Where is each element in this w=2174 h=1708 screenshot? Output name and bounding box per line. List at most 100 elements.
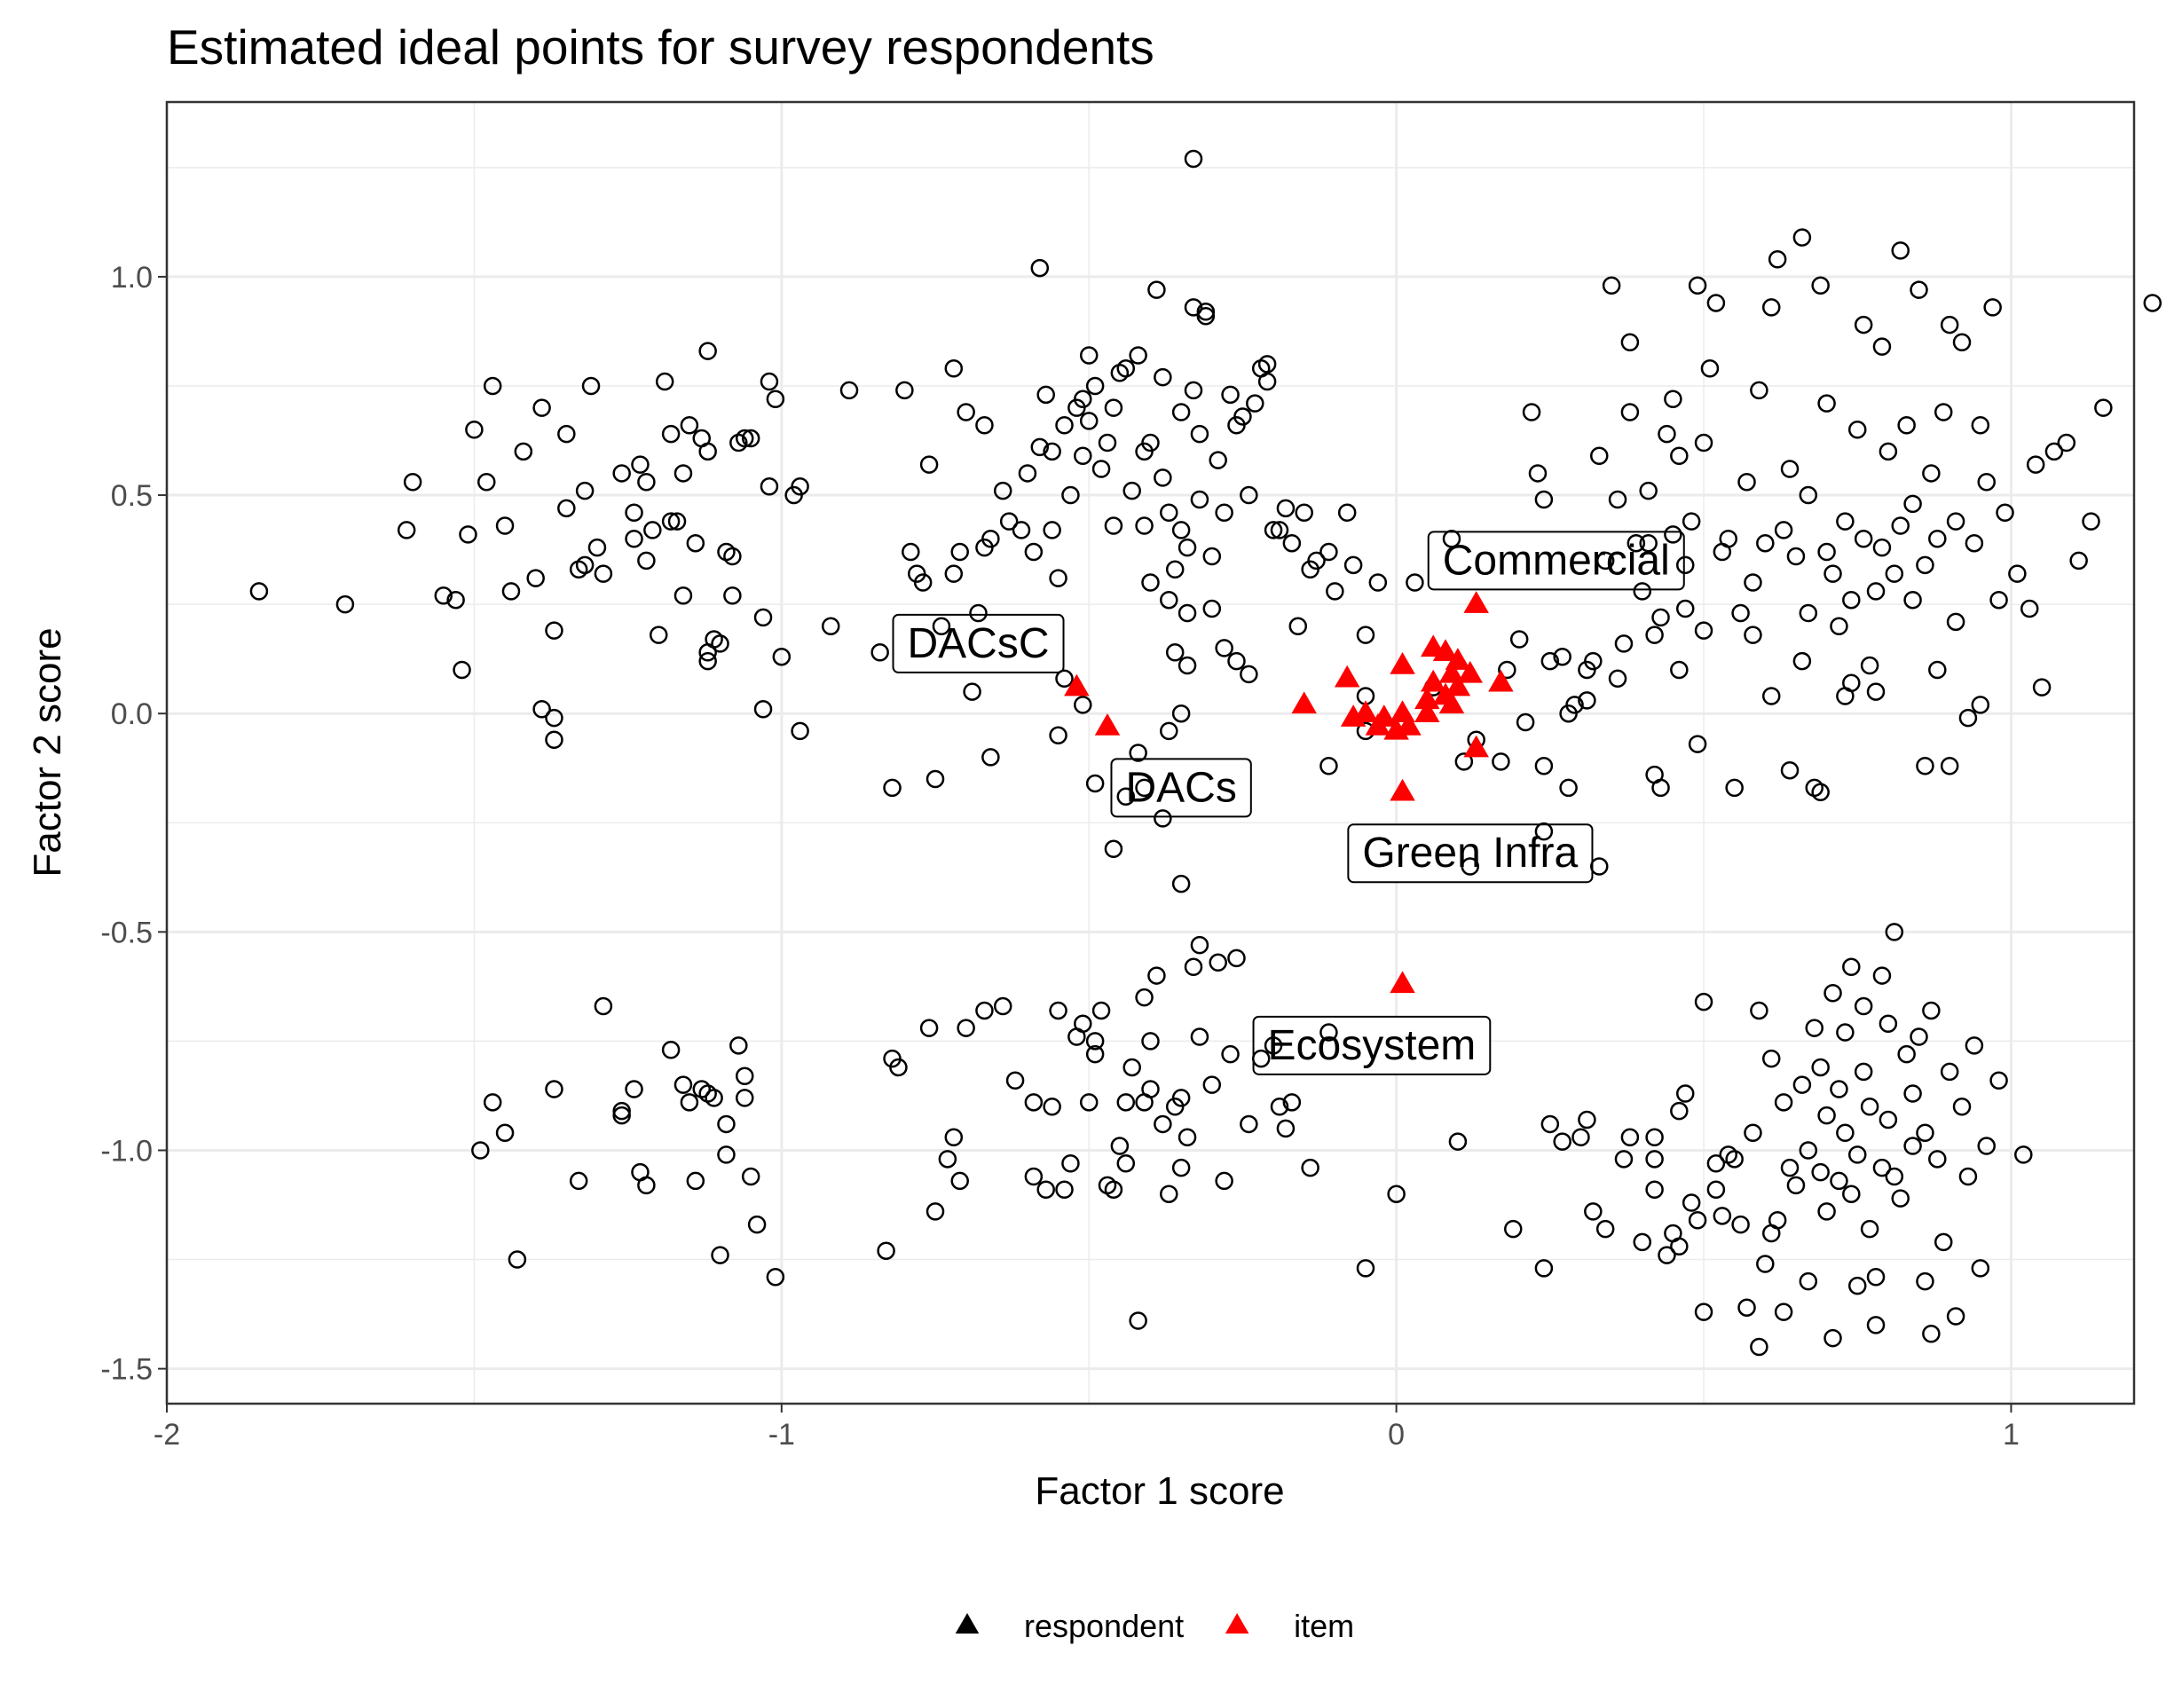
respondent-point <box>1079 346 1099 365</box>
respondent-points <box>249 149 2162 1357</box>
respondent-point <box>1553 647 1571 666</box>
respondent-point <box>1866 1316 1886 1334</box>
respondent-point <box>2094 398 2113 417</box>
respondent-point <box>1830 1171 1848 1191</box>
respondent-point <box>1061 485 1080 505</box>
respondent-point <box>1836 1023 1855 1042</box>
respondent-point <box>2032 678 2052 697</box>
respondent-point <box>1780 760 1800 780</box>
respondent-point <box>1903 1084 1922 1103</box>
y-tick-label: 0.0 <box>111 697 153 731</box>
respondent-point <box>1774 521 1793 539</box>
respondent-point <box>1670 446 1689 465</box>
respondent-point <box>1282 533 1302 553</box>
respondent-point <box>1141 1080 1160 1098</box>
respondent-point <box>1682 1193 1701 1212</box>
respondent-point <box>1104 516 1123 535</box>
respondent-point <box>883 778 902 798</box>
respondent-point <box>1891 1189 1910 1208</box>
respondent-point <box>1171 704 1191 723</box>
respondent-point <box>1928 660 1947 680</box>
annotation-box <box>892 613 1065 673</box>
respondent-point <box>1154 809 1172 828</box>
respondent-point <box>1202 547 1222 566</box>
x-tick-label: 1 <box>2003 1418 2020 1452</box>
respondent-point <box>723 586 742 605</box>
respondent-point <box>1842 1185 1861 1203</box>
respondent-point <box>1215 639 1233 657</box>
respondent-point <box>877 1241 895 1260</box>
respondent-point <box>926 1202 945 1221</box>
respondent-point <box>1682 512 1701 531</box>
respondent-point <box>957 403 975 421</box>
respondent-point <box>1018 464 1037 483</box>
x-tick-label: 0 <box>1388 1418 1405 1452</box>
respondent-point <box>1147 966 1166 985</box>
respondent-point <box>735 1067 754 1086</box>
respondent-point <box>1940 315 1959 335</box>
respondent-point <box>1030 437 1050 457</box>
respondent-point <box>1085 774 1105 793</box>
respondent-point <box>1074 390 1092 409</box>
respondent-point <box>1651 608 1670 627</box>
respondent-point <box>1043 1097 1061 1116</box>
respondent-point <box>1658 424 1676 444</box>
respondent-point <box>1799 1271 1818 1291</box>
respondent-point <box>1817 394 1836 413</box>
respondent-point <box>1620 1128 1640 1146</box>
annotation-text: Green Infra <box>1362 830 1578 877</box>
respondent-point <box>1627 533 1646 553</box>
respondent-point <box>975 416 994 435</box>
respondent-point <box>1141 1032 1160 1051</box>
y-tick-label: -0.5 <box>100 916 153 949</box>
respondent-point <box>1085 1044 1105 1064</box>
respondent-point <box>889 1058 908 1077</box>
respondent-point <box>1122 1058 1141 1077</box>
respondent-point <box>1202 1075 1222 1094</box>
respondent-point <box>1842 590 1861 610</box>
respondent-point <box>1645 1180 1664 1200</box>
respondent-point <box>741 1167 760 1186</box>
respondent-point <box>1104 839 1123 859</box>
respondent-point <box>673 1075 693 1094</box>
respondent-point <box>1074 1014 1092 1033</box>
respondent-point <box>791 476 809 496</box>
respondent-point <box>1744 626 1762 644</box>
respondent-point <box>1756 533 1775 553</box>
respondent-point <box>1761 298 1781 317</box>
respondent-point <box>1786 547 1806 566</box>
respondent-point <box>1061 1153 1080 1173</box>
respondent-point <box>453 660 471 680</box>
respondent-point <box>575 481 595 500</box>
item-point <box>1340 704 1367 727</box>
respondent-point <box>870 643 889 662</box>
plot-panel-border <box>165 100 2136 1405</box>
respondent-point <box>723 547 742 566</box>
respondent-point <box>1024 542 1044 562</box>
respondent-point <box>1761 1049 1781 1068</box>
respondent-point <box>557 424 576 444</box>
respondent-point <box>1792 228 1812 247</box>
respondent-point <box>753 700 773 719</box>
respondent-point <box>680 416 699 435</box>
annotation-text: Ecosystem <box>1268 1022 1477 1069</box>
respondent-point <box>1024 1167 1044 1186</box>
respondent-point <box>1799 485 1818 505</box>
respondent-point <box>1811 783 1830 802</box>
respondent-point <box>1215 503 1233 522</box>
respondent-point <box>1725 778 1744 798</box>
respondent-point <box>963 682 981 701</box>
respondent-point <box>1922 1324 1941 1343</box>
respondent-point <box>1043 442 1061 461</box>
respondent-point <box>1141 433 1160 453</box>
respondent-point <box>673 586 693 605</box>
respondent-point <box>594 996 613 1016</box>
respondent-point <box>1934 403 1953 421</box>
respondent-point <box>1565 696 1584 714</box>
respondent-point <box>1504 1219 1523 1239</box>
respondent-point <box>735 429 754 448</box>
respondent-point <box>1989 590 2008 610</box>
respondent-point <box>1620 333 1640 352</box>
respondent-point <box>1184 149 1203 169</box>
respondent-point <box>1651 778 1670 798</box>
